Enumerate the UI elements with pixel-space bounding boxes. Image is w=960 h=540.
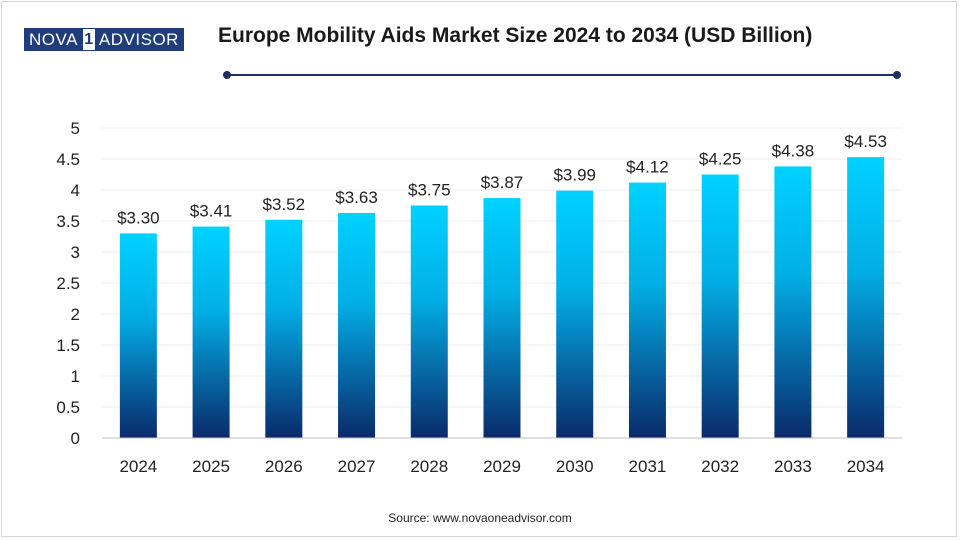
y-tick-label: 1 [71,367,80,386]
source-note: Source: www.novaoneadvisor.com [388,511,572,525]
value-label-2033: $4.38 [772,141,815,160]
bar-2030 [556,190,594,438]
value-label-2025: $3.41 [190,202,233,221]
x-tick-label: 2027 [338,457,376,476]
x-tick-label: 2030 [556,457,594,476]
brand-logo: NOVA 1 ADVISOR [24,28,184,51]
x-tick-label: 2034 [847,457,885,476]
logo-part-advisor: ADVISOR [95,28,184,51]
bar-2029 [483,198,521,438]
x-tick-label: 2029 [483,457,521,476]
value-label-2030: $3.99 [553,166,596,185]
x-tick-label: 2025 [192,457,230,476]
bar-2024 [119,233,157,438]
value-label-2027: $3.63 [335,188,378,207]
bar-2034 [847,157,885,438]
y-tick-label: 5 [71,119,80,138]
bar-2028 [410,205,448,438]
logo-part-nova: NOVA [24,28,82,51]
chart-title: Europe Mobility Aids Market Size 2024 to… [218,24,813,47]
y-tick-label: 0 [71,429,80,448]
y-tick-label: 4 [71,181,80,200]
title-divider [223,71,901,79]
bars [119,157,885,438]
value-label-2031: $4.12 [626,158,669,177]
x-tick-label: 2032 [701,457,739,476]
value-label-2026: $3.52 [263,195,306,214]
value-label-2024: $3.30 [117,208,160,227]
logo-part-one: 1 [81,28,96,51]
bar-2032 [701,174,739,438]
y-axis: 0 0.5 1 1.5 2 2.5 3 3.5 4 4.5 5 [56,119,80,448]
value-label-2034: $4.53 [844,132,887,151]
bar-2026 [265,219,303,438]
x-axis: 2024 2025 2026 2027 2028 2029 2030 2031 2032 2033… [119,457,884,476]
x-tick-label: 2026 [265,457,303,476]
y-tick-label: 2.5 [56,274,80,293]
y-tick-label: 3 [71,243,80,262]
x-tick-label: 2033 [774,457,812,476]
x-tick-label: 2031 [629,457,667,476]
x-tick-label: 2028 [410,457,448,476]
bar-2027 [338,212,376,438]
bar-2031 [628,182,666,438]
y-tick-label: 4.5 [56,150,80,169]
y-tick-label: 0.5 [56,398,80,417]
bar-2033 [774,166,812,438]
bar-2025 [192,226,230,438]
value-labels: $3.30 $3.41 $3.52 $3.63 $3.75 $3.87 $3.99 $4.12… [117,132,887,227]
value-label-2029: $3.87 [481,173,524,192]
value-label-2028: $3.75 [408,181,451,200]
x-tick-label: 2024 [119,457,157,476]
y-tick-label: 3.5 [56,212,80,231]
value-label-2032: $4.25 [699,150,742,169]
y-tick-label: 1.5 [56,336,80,355]
y-tick-label: 2 [71,305,80,324]
